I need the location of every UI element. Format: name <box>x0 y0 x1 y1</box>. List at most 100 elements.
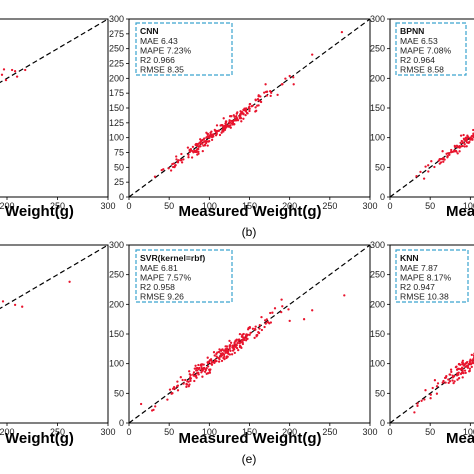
data-point <box>2 68 6 71</box>
data-point <box>197 147 200 151</box>
data-point <box>245 336 248 340</box>
y-tick-label: 250 <box>370 44 385 54</box>
data-point <box>223 357 226 361</box>
data-point <box>462 364 466 367</box>
data-point <box>343 294 346 297</box>
metric-line: MAPE 8.17% <box>400 273 451 283</box>
data-point <box>230 353 234 356</box>
data-point <box>248 107 251 110</box>
data-point <box>190 156 194 159</box>
data-point <box>171 387 175 390</box>
data-point <box>416 402 419 405</box>
data-point <box>255 109 258 112</box>
data-point <box>263 325 266 329</box>
x-tick-label: 0 <box>126 201 131 211</box>
data-point <box>187 380 190 383</box>
data-point <box>470 365 473 369</box>
y-tick-label: 100 <box>370 359 385 369</box>
data-point <box>462 137 466 140</box>
data-point <box>244 339 248 342</box>
data-point <box>24 68 27 72</box>
data-point <box>173 165 176 169</box>
data-point <box>195 143 199 146</box>
data-point <box>236 342 239 345</box>
panel-label: (e) <box>242 452 257 466</box>
data-point <box>215 124 219 127</box>
x-tick-label: 200 <box>0 427 15 437</box>
data-point <box>229 126 232 129</box>
data-point <box>240 339 243 342</box>
data-point <box>221 124 224 127</box>
data-point <box>453 144 456 148</box>
data-point <box>240 120 243 123</box>
reference-line <box>389 360 474 424</box>
data-point <box>459 372 463 376</box>
data-point <box>463 142 466 146</box>
data-point <box>447 378 450 381</box>
y-tick-label: 250 <box>109 44 124 54</box>
data-point <box>442 160 445 163</box>
x-tick-label: 300 <box>362 427 377 437</box>
data-point <box>258 324 261 327</box>
data-point <box>263 319 267 322</box>
data-point <box>456 152 459 155</box>
data-point <box>197 150 200 153</box>
data-point <box>208 136 211 140</box>
data-point <box>195 369 199 372</box>
data-point <box>438 162 441 165</box>
data-point <box>171 162 174 166</box>
data-point <box>452 381 455 385</box>
data-point <box>424 389 427 392</box>
data-point <box>209 131 212 135</box>
data-point <box>248 103 251 106</box>
data-point <box>470 134 473 138</box>
y-tick-label: 50 <box>114 388 124 398</box>
data-point <box>220 131 223 134</box>
metric-line: RMSE 10.38 <box>400 292 449 302</box>
x-tick-label: 150 <box>242 201 257 211</box>
data-point <box>254 325 257 328</box>
data-point <box>206 135 209 138</box>
metric-line: MAE 6.43 <box>140 36 178 46</box>
data-point <box>423 398 426 401</box>
data-point <box>281 83 284 86</box>
data-point <box>244 107 248 110</box>
panel-top-left: 200 250 300 Weight(g) <box>0 18 116 220</box>
data-point <box>447 152 451 155</box>
data-point <box>442 379 445 383</box>
data-point <box>205 131 208 134</box>
data-point <box>447 381 450 385</box>
data-point <box>215 359 218 363</box>
data-point <box>265 90 269 93</box>
data-point <box>228 353 232 356</box>
data-point <box>311 53 314 56</box>
data-point <box>465 141 469 144</box>
data-point <box>229 349 232 352</box>
data-point <box>424 165 427 168</box>
panel-label: (b) <box>242 225 257 239</box>
data-point <box>276 93 279 97</box>
data-point <box>176 380 179 383</box>
data-point <box>242 336 245 339</box>
data-point <box>220 359 224 363</box>
data-point <box>176 384 180 387</box>
y-tick-label: 200 <box>370 73 385 83</box>
data-point <box>446 156 449 159</box>
data-point <box>457 371 460 374</box>
data-point <box>466 366 470 369</box>
data-point <box>242 117 245 120</box>
data-point <box>419 170 422 174</box>
data-point <box>169 169 173 172</box>
data-point <box>68 280 71 283</box>
data-point <box>244 109 247 112</box>
data-point <box>255 334 258 337</box>
data-point <box>204 141 208 145</box>
data-point <box>467 141 470 144</box>
data-point <box>210 135 214 139</box>
data-point <box>171 392 174 395</box>
data-point <box>205 372 208 375</box>
data-point <box>238 115 241 118</box>
data-point <box>242 338 246 342</box>
